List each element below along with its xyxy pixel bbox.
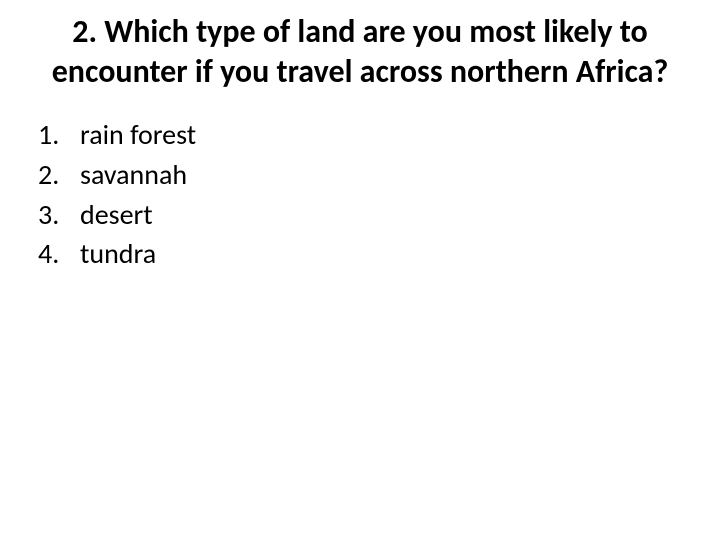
option-text: savannah [80, 156, 690, 194]
option-text: desert [80, 196, 690, 234]
option-text: tundra [80, 235, 690, 273]
option-number: 4. [38, 235, 80, 273]
option-number: 2. [38, 156, 80, 194]
options-list: 1. rain forest 2. savannah 3. desert 4. … [30, 116, 690, 273]
option-item: 4. tundra [38, 235, 690, 273]
question-title: 2. Which type of land are you most likel… [30, 12, 690, 92]
option-item: 2. savannah [38, 156, 690, 194]
option-number: 3. [38, 196, 80, 234]
option-item: 3. desert [38, 196, 690, 234]
option-item: 1. rain forest [38, 116, 690, 154]
option-number: 1. [38, 116, 80, 154]
option-text: rain forest [80, 116, 690, 154]
